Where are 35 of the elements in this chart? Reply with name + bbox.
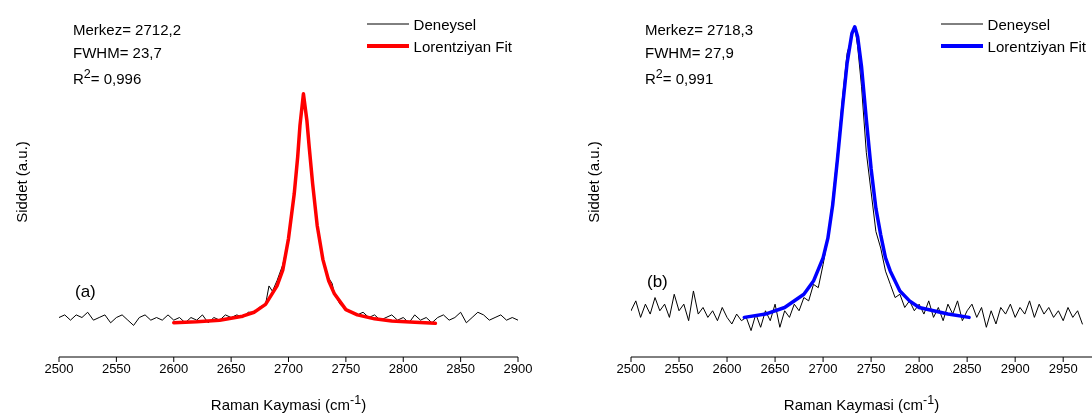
text: FWHM= 23,7 <box>73 44 162 61</box>
x-tick-label: 2850 <box>446 361 476 377</box>
x-tick-label: 2550 <box>664 361 694 377</box>
x-tick-label: 2650 <box>216 361 246 377</box>
x-tick-label: 2500 <box>44 361 74 377</box>
x-tick-label: 2600 <box>712 361 742 377</box>
legend-label: Deneysel <box>987 15 1051 33</box>
text: Merkez= 2712,2 <box>73 21 181 38</box>
x-axis-title: Raman Kaymasi (cm$^{-1}$) <box>782 393 941 413</box>
x-tick-label: 2800 <box>904 361 934 377</box>
annotation: FWHM= 27,9 <box>645 44 734 61</box>
x-tick-label: 2950 <box>1048 361 1078 377</box>
annotation: Merkez= 2718,3 <box>645 21 753 38</box>
annotation: R$^{2}$= 0,991 <box>645 67 714 87</box>
x-axis-title: Raman Kaymasi (cm$^{-1}$) <box>209 393 368 413</box>
x-tick-label: 2700 <box>274 361 303 377</box>
annotation: (b) <box>647 272 668 292</box>
x-tick-label: 2900 <box>503 361 533 377</box>
text: R$^{2}$= 0,996 <box>73 67 142 87</box>
legend-label: Deneysel <box>413 15 477 33</box>
x-tick-label: 2650 <box>760 361 790 377</box>
x-tick-label: 2900 <box>1000 361 1030 377</box>
legend-label: Lorentziyan Fit <box>987 37 1086 55</box>
x-tick-label: 2550 <box>101 361 131 377</box>
legend-label: Lorentziyan Fit <box>413 37 512 55</box>
x-tick-label: 2850 <box>952 361 982 377</box>
x-tick-label: 2750 <box>331 361 361 377</box>
x-tick-label: 2800 <box>388 361 418 377</box>
y-axis-title: Siddet (a.u.) <box>12 140 31 225</box>
annotation: (a) <box>75 282 96 302</box>
x-tick-label: 2600 <box>159 361 189 377</box>
x-tick-label: 2700 <box>808 361 838 377</box>
y-axis-title: Siddet (a.u.) <box>584 140 603 225</box>
x-tick-label: 2500 <box>616 361 646 377</box>
x-tick-label: 2750 <box>856 361 886 377</box>
